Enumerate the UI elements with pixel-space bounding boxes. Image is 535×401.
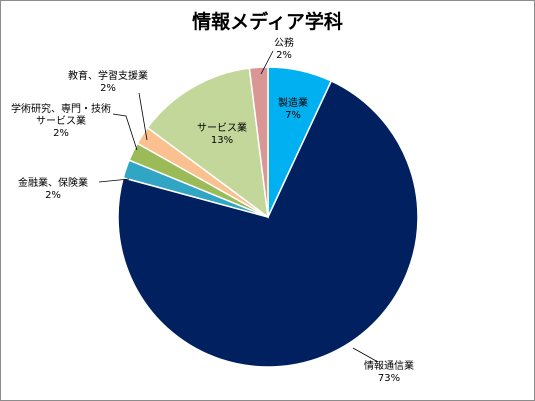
slice-label: 金融業、保険業 2% [18,176,88,201]
pie-slice [117,80,419,368]
slice-label: 公務 2% [274,36,294,61]
leader-line [352,347,379,363]
slice-label: 教育、学習支援業 2% [68,69,148,94]
leader-line [98,178,130,183]
slice-label: 学術研究、専門・技術サービス業 2% [11,102,111,139]
chart-title: 情報メディア学科 [192,11,343,33]
leader-line [112,113,138,151]
pie-slice [146,67,269,219]
pie-slice [248,66,269,218]
slice-label: 情報通信業 73% [364,359,414,384]
leader-line [138,92,148,141]
slice-label: 製造業 7% [278,96,308,121]
leader-line [260,50,274,75]
slice-label: サービス業 13% [197,121,247,146]
